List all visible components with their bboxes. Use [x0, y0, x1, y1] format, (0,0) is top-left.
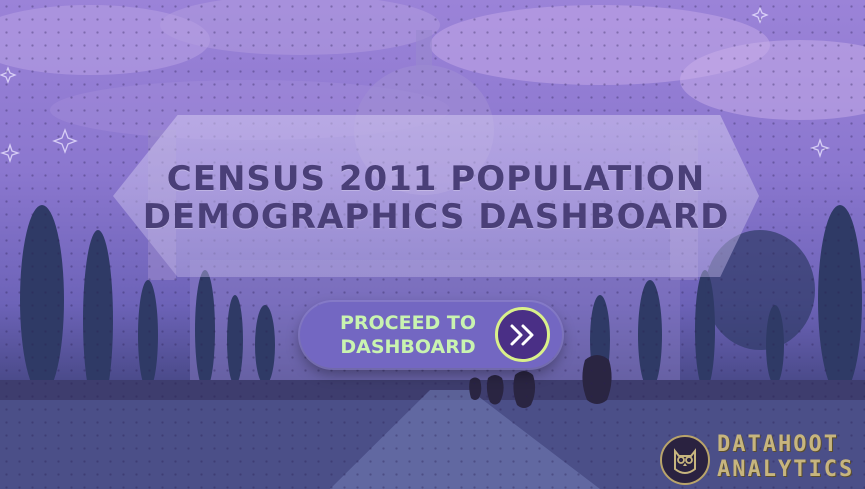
title-line-1: CENSUS 2011 POPULATION — [166, 159, 706, 199]
proceed-to-dashboard-button[interactable]: PROCEED TO DASHBOARD — [300, 302, 562, 368]
double-chevron-right-icon[interactable] — [495, 307, 550, 362]
title-line-2: DEMOGRAPHICS DASHBOARD — [142, 197, 730, 237]
page-title: CENSUS 2011 POPULATION DEMOGRAPHICS DASH… — [113, 160, 759, 236]
proceed-label-line-1: PROCEED TO — [339, 312, 477, 334]
logo-line-1: DATAHOOT — [717, 432, 839, 457]
logo-wordmark: DATAHOOT ANALYTICS — [717, 432, 865, 482]
title-panel — [113, 115, 759, 277]
proceed-label: PROCEED TO DASHBOARD — [318, 311, 498, 359]
owl-icon — [660, 435, 710, 485]
logo-line-2: ANALYTICS — [717, 457, 855, 482]
proceed-label-line-2: DASHBOARD — [340, 336, 476, 358]
datahoot-logo: DATAHOOT ANALYTICS — [655, 430, 865, 489]
